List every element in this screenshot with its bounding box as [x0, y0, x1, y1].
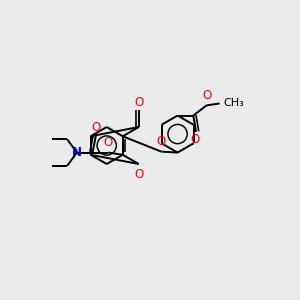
- Text: O: O: [190, 133, 199, 146]
- Text: O: O: [92, 121, 101, 134]
- Text: O: O: [134, 96, 143, 109]
- Text: O: O: [135, 168, 144, 181]
- Text: N: N: [72, 146, 82, 159]
- Text: CH₃: CH₃: [223, 98, 244, 109]
- Text: O: O: [202, 89, 212, 102]
- Text: O: O: [157, 135, 166, 148]
- Text: O: O: [103, 136, 112, 149]
